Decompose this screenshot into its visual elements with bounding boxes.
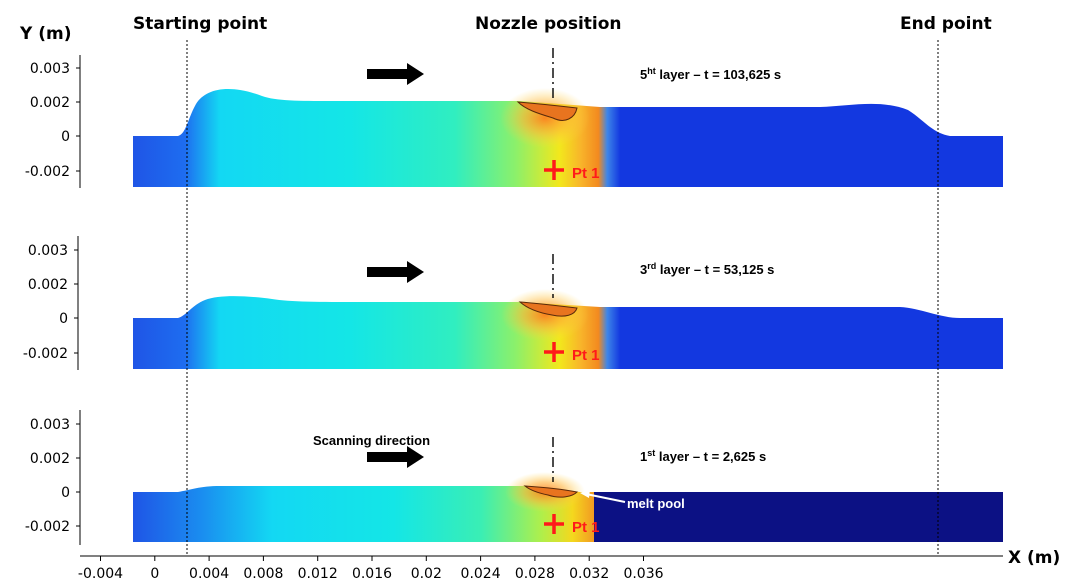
panel-layer-5: 5ht layer – t = 103,625 s Pt 1 xyxy=(133,48,1003,187)
nozzle-position-label: Nozzle position xyxy=(475,14,622,34)
y-tick-label: 0.003 xyxy=(30,61,70,77)
x-tick-label: 0.008 xyxy=(243,566,283,582)
y-tick-label: 0.002 xyxy=(30,451,70,467)
x-tick-label: 0.004 xyxy=(189,566,229,582)
heat-glow xyxy=(501,289,589,341)
panel-layer-3: 3rd layer – t = 53,125 s Pt 1 xyxy=(133,254,1003,369)
starting-point-label: Starting point xyxy=(133,14,267,34)
x-tick-label: -0.004 xyxy=(78,566,123,582)
x-tick-label: 0.012 xyxy=(298,566,338,582)
svg-text:Pt 1: Pt 1 xyxy=(572,347,600,364)
y-axis-middle: 0.003 0.002 0 -0.002 xyxy=(23,236,79,370)
x-tick-label: 0.024 xyxy=(461,566,501,582)
x-tick-label: 0.02 xyxy=(411,566,442,582)
melt-pool-callout: melt pool xyxy=(580,489,685,511)
panel-layer-1: Scanning direction 1st layer – t = 2,625… xyxy=(133,433,1003,542)
y-tick-label: 0.003 xyxy=(30,417,70,433)
deposit-profile xyxy=(133,486,1003,542)
y-tick-label: -0.002 xyxy=(23,346,68,362)
point-marker: Pt 1 xyxy=(544,514,600,536)
y-tick-label: 0 xyxy=(61,129,70,145)
point-marker: Pt 1 xyxy=(544,160,600,182)
svg-text:Pt 1: Pt 1 xyxy=(572,519,600,536)
layer-label: 5ht layer – t = 103,625 s xyxy=(640,66,781,82)
melt-pool-label: melt pool xyxy=(627,496,685,511)
x-tick-label: 0.028 xyxy=(515,566,555,582)
heat-glow xyxy=(500,88,590,148)
end-point-label: End point xyxy=(900,14,992,34)
melt-pool-region xyxy=(516,101,578,121)
direction-arrow xyxy=(367,63,424,85)
x-axis-label: X (m) xyxy=(1008,548,1060,568)
y-tick-label: 0 xyxy=(61,485,70,501)
svg-text:Pt 1: Pt 1 xyxy=(572,165,600,182)
y-axis-bottom: 0.003 0.002 0 -0.002 xyxy=(25,410,81,545)
y-tick-label: -0.002 xyxy=(25,519,70,535)
y-axis-top: 0.003 0.002 0 -0.002 xyxy=(25,55,81,188)
x-tick-label: 0 xyxy=(150,566,159,582)
y-tick-label: 0 xyxy=(59,311,68,327)
y-axis-label: Y (m) xyxy=(19,24,71,44)
x-axis: -0.004 0 0.004 0.008 0.012 0.016 0.02 0.024 0.02… xyxy=(78,548,1060,582)
y-tick-label: 0.003 xyxy=(28,243,68,259)
direction-arrow xyxy=(367,446,424,468)
point-marker: Pt 1 xyxy=(544,342,600,364)
layer-label: 3rd layer – t = 53,125 s xyxy=(640,261,774,277)
y-tick-label: 0.002 xyxy=(28,277,68,293)
x-tick-label: 0.036 xyxy=(623,566,663,582)
x-tick-label: 0.016 xyxy=(352,566,392,582)
x-tick-label: 0.032 xyxy=(569,566,609,582)
layer-label: 1st layer – t = 2,625 s xyxy=(640,448,766,464)
direction-arrow xyxy=(367,261,424,283)
melt-pool-region xyxy=(518,301,578,317)
y-tick-label: 0.002 xyxy=(30,95,70,111)
scanning-direction-label: Scanning direction xyxy=(313,433,430,448)
y-tick-label: -0.002 xyxy=(25,164,70,180)
melt-pool-region xyxy=(523,485,579,498)
